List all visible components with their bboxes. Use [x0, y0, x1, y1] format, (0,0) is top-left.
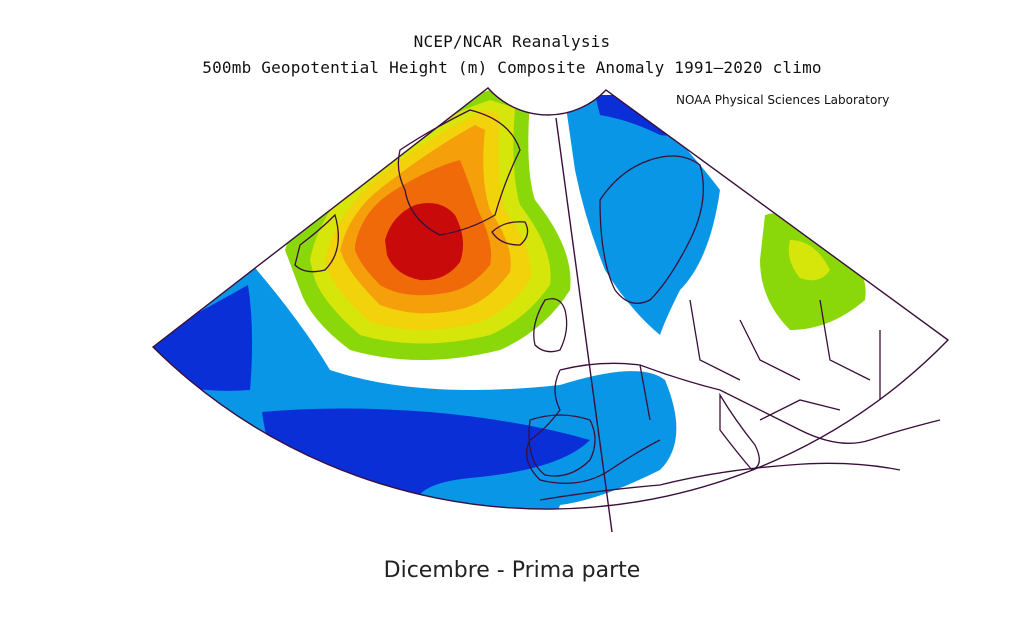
iceland-coast — [491, 221, 529, 246]
anomaly-contours — [153, 88, 948, 510]
strong-negative-west — [153, 285, 253, 391]
coastlines — [294, 109, 941, 501]
greenland-coast — [397, 109, 521, 236]
chart-title-line-2: 500mb Geopotential Height (m) Composite … — [202, 58, 822, 77]
north-africa-coast — [539, 462, 901, 501]
british-isles-coast — [533, 298, 568, 353]
prime-meridian — [555, 117, 613, 533]
credit-label: NOAA Physical Sciences Laboratory — [676, 93, 890, 107]
greenland-west-coast — [294, 213, 339, 273]
europe-coast — [526, 362, 941, 484]
map-frame — [151, 87, 950, 510]
positive-anomaly-east-core — [788, 240, 830, 281]
positive-level-6-max — [385, 202, 464, 281]
chart-title-line-1: NCEP/NCAR Reanalysis — [413, 32, 611, 51]
scandinavia-coast — [599, 155, 704, 304]
italy-coast — [719, 392, 760, 471]
iberia-coast — [528, 414, 596, 477]
caption: Dicembre - Prima parte — [383, 558, 641, 583]
country-borders — [639, 299, 881, 421]
negative-anomaly-scandinavia — [565, 100, 720, 335]
